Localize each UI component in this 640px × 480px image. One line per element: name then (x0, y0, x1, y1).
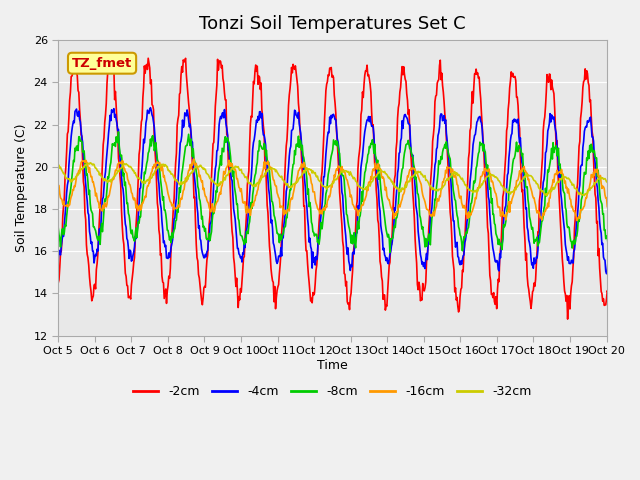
-16cm (123, 170, 131, 176)
-2cm (231, 272, 239, 277)
-16cm (260, 159, 268, 165)
-8cm (260, 141, 268, 146)
-4cm (147, 105, 154, 110)
-4cm (260, 132, 268, 138)
Line: -2cm: -2cm (58, 55, 640, 319)
-8cm (282, 215, 290, 220)
Legend: -2cm, -4cm, -8cm, -16cm, -32cm: -2cm, -4cm, -8cm, -16cm, -32cm (128, 380, 536, 403)
-32cm (86, 160, 94, 166)
Line: -16cm: -16cm (58, 159, 640, 221)
-16cm (231, 166, 239, 172)
-32cm (282, 182, 290, 188)
-32cm (412, 169, 420, 175)
-8cm (639, 234, 640, 240)
-32cm (124, 162, 131, 168)
-16cm (445, 165, 452, 170)
-16cm (639, 194, 640, 200)
Text: TZ_fmet: TZ_fmet (72, 57, 132, 70)
-8cm (605, 251, 612, 257)
-4cm (412, 203, 420, 208)
-2cm (639, 287, 640, 293)
-4cm (123, 236, 131, 241)
-32cm (615, 195, 623, 201)
-2cm (445, 177, 452, 183)
-16cm (412, 170, 420, 176)
Line: -8cm: -8cm (58, 132, 640, 254)
Line: -32cm: -32cm (58, 163, 640, 198)
-32cm (639, 180, 640, 186)
-2cm (564, 316, 572, 322)
-8cm (115, 129, 122, 135)
-2cm (282, 143, 290, 149)
-2cm (124, 283, 131, 288)
-16cm (54, 182, 62, 188)
-8cm (54, 225, 62, 231)
-8cm (445, 152, 452, 158)
-2cm (54, 280, 62, 286)
-2cm (70, 52, 77, 58)
Line: -4cm: -4cm (58, 108, 640, 274)
-4cm (639, 271, 640, 276)
-32cm (54, 163, 62, 168)
-4cm (54, 257, 62, 263)
-2cm (412, 250, 420, 255)
Y-axis label: Soil Temperature (C): Soil Temperature (C) (15, 124, 28, 252)
-16cm (282, 211, 290, 216)
-8cm (231, 189, 239, 194)
Title: Tonzi Soil Temperatures Set C: Tonzi Soil Temperatures Set C (199, 15, 466, 33)
-32cm (445, 175, 452, 181)
-32cm (231, 164, 239, 169)
-4cm (282, 188, 290, 194)
-4cm (445, 154, 452, 160)
-16cm (190, 156, 198, 162)
-2cm (260, 130, 268, 135)
-8cm (412, 174, 420, 180)
X-axis label: Time: Time (317, 359, 348, 372)
-4cm (231, 216, 239, 222)
-8cm (124, 200, 131, 206)
-16cm (608, 218, 616, 224)
-32cm (260, 173, 268, 179)
